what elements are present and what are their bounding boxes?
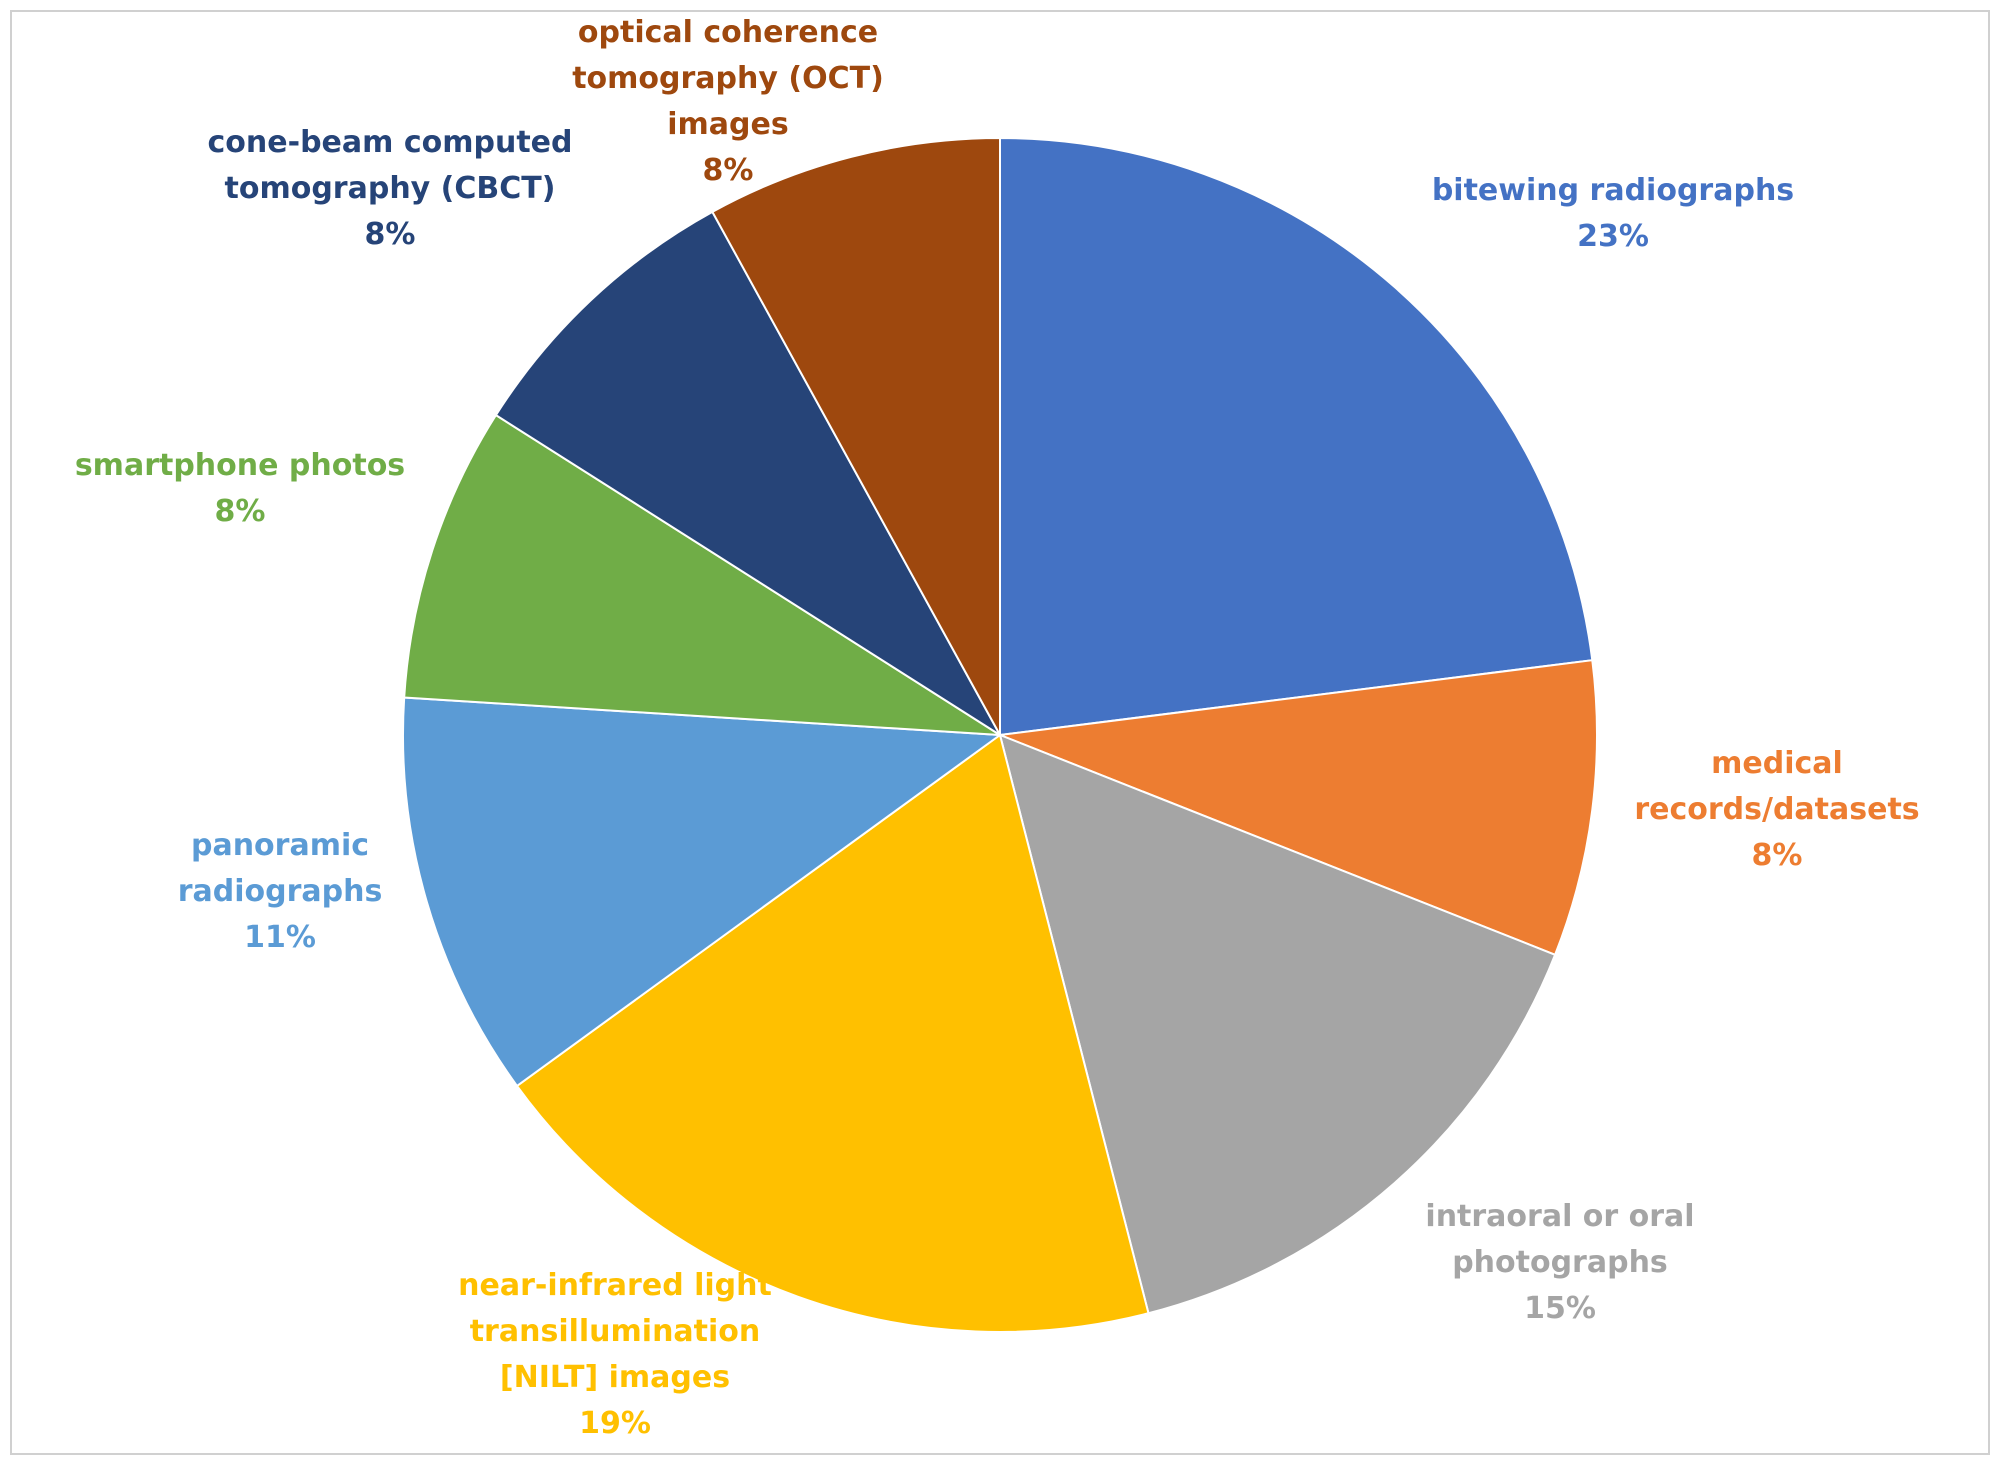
- slice-category-label: cone-beam computed: [208, 125, 573, 160]
- slice-category-label: photographs: [1452, 1245, 1668, 1280]
- data-label-2: medical records/datasets 8%: [1634, 746, 1919, 873]
- slice-category-label: tomography (CBCT): [225, 171, 556, 206]
- slice-category-label: optical coherence: [578, 15, 878, 50]
- pie-slice-3: [998, 733, 1557, 1315]
- slice-percent-label: 8%: [365, 217, 416, 252]
- slice-category-label: radiographs: [178, 874, 383, 909]
- pie-slice-5: [402, 696, 1003, 1088]
- pie-slices: [402, 136, 1598, 1333]
- pie-slice-8: [711, 136, 1001, 736]
- slice-category-label: records/datasets: [1634, 792, 1919, 827]
- slice-percent-label: 23%: [1577, 219, 1649, 254]
- data-label-1: bitewing radiographs 23%: [1432, 173, 1794, 254]
- slice-category-label: images: [667, 107, 788, 142]
- data-label-7: cone-beam computed tomography (CBCT) 8%: [208, 125, 573, 252]
- pie-slice-1: [999, 136, 1594, 737]
- slice-category-label: smartphone photos: [75, 448, 405, 483]
- data-label-4: near-infrared light transillumination [NIL…: [458, 1268, 772, 1441]
- slice-category-label: bitewing radiographs: [1432, 173, 1794, 208]
- slice-percent-label: 19%: [579, 1406, 651, 1441]
- data-label-6: smartphone photos 8%: [75, 448, 405, 529]
- slice-percent-label: 11%: [244, 920, 316, 955]
- slice-category-label: medical: [1711, 746, 1843, 781]
- slice-category-label: transillumination: [470, 1314, 761, 1349]
- pie-slice-6: [403, 413, 1001, 736]
- pie-labels: bitewing radiographs 23% medical records/da…: [75, 15, 1920, 1441]
- slice-category-label: near-infrared light: [458, 1268, 772, 1303]
- pie-slice-2: [999, 659, 1598, 957]
- slice-category-label: intraoral or oral: [1425, 1199, 1694, 1234]
- pie-slice-4: [515, 733, 1150, 1333]
- slice-category-label: panoramic: [191, 828, 369, 863]
- slice-category-label: tomography (OCT): [572, 61, 884, 96]
- slice-category-label: [NILT] images: [500, 1360, 730, 1395]
- data-label-5: panoramic radiographs 11%: [178, 828, 383, 955]
- slice-percent-label: 8%: [215, 494, 266, 529]
- slice-percent-label: 15%: [1524, 1291, 1596, 1326]
- slice-percent-label: 8%: [703, 153, 754, 188]
- data-label-8: optical coherence tomography (OCT) images 8…: [572, 15, 884, 188]
- data-label-3: intraoral or oral photographs 15%: [1425, 1199, 1694, 1326]
- slice-percent-label: 8%: [1752, 838, 1803, 873]
- pie-slice-7: [494, 210, 1001, 736]
